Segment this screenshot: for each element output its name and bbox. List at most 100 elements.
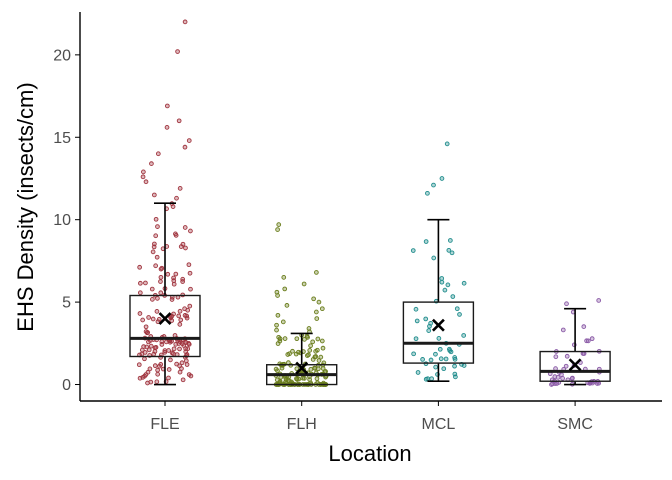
data-point (174, 195, 179, 201)
mean-marker-b (568, 358, 582, 372)
data-point (284, 303, 290, 308)
data-point (280, 319, 286, 325)
data-point (276, 222, 282, 227)
data-point (177, 363, 182, 369)
data-point (157, 363, 162, 369)
data-point (153, 263, 158, 269)
data-point (151, 192, 157, 198)
box-iqr (129, 294, 201, 358)
data-point (152, 363, 158, 369)
mean-marker-b (431, 318, 445, 332)
data-point (589, 336, 595, 342)
data-point (185, 307, 191, 313)
data-point (314, 309, 319, 315)
data-point (308, 343, 313, 349)
data-point (153, 216, 159, 222)
data-point (170, 204, 176, 209)
data-point (137, 375, 143, 381)
data-point (138, 280, 143, 286)
data-point (176, 341, 182, 346)
data-point (457, 312, 462, 317)
data-point (305, 353, 310, 358)
data-point (176, 313, 182, 319)
data-point (177, 322, 183, 327)
data-point (186, 138, 192, 143)
data-point (444, 141, 450, 147)
data-point (281, 275, 287, 280)
y-tick-label: 0 (62, 377, 71, 394)
data-point (559, 372, 564, 377)
data-point (431, 255, 437, 261)
box-group-mcl (402, 141, 475, 383)
data-point (454, 306, 460, 312)
data-point (461, 280, 467, 286)
data-point (302, 376, 307, 381)
data-point (155, 296, 160, 301)
data-point (290, 348, 295, 354)
data-point (596, 298, 602, 303)
data-point (144, 330, 150, 336)
data-point (552, 374, 558, 379)
data-point (293, 351, 299, 357)
data-point (150, 249, 156, 255)
data-point (413, 336, 419, 342)
data-point (147, 366, 153, 372)
data-point (159, 339, 165, 344)
data-point (145, 380, 150, 386)
data-point (311, 296, 316, 302)
data-point (307, 377, 312, 382)
data-point (139, 351, 145, 357)
data-point (276, 334, 281, 340)
data-point (275, 227, 280, 232)
data-point (282, 336, 288, 341)
data-point (166, 367, 172, 372)
data-point (314, 270, 319, 275)
data-point (155, 151, 161, 157)
data-point (569, 376, 575, 381)
data-point (294, 377, 300, 382)
data-point (437, 346, 443, 352)
data-point (446, 346, 452, 352)
data-point (307, 348, 313, 353)
box-iqr (402, 301, 475, 364)
data-point (177, 346, 182, 352)
data-point (274, 322, 279, 328)
data-point (553, 354, 559, 360)
data-point (177, 186, 183, 191)
data-point (171, 346, 177, 352)
data-point (564, 301, 569, 307)
data-point (163, 339, 169, 345)
data-point (152, 345, 158, 351)
data-point (274, 327, 279, 333)
data-point (183, 245, 188, 251)
data-point (439, 279, 445, 285)
y-tick-label: 10 (53, 212, 71, 229)
data-point (184, 362, 190, 367)
data-point (410, 248, 416, 253)
data-point (452, 363, 457, 369)
data-point (176, 118, 182, 124)
data-point (175, 49, 180, 54)
data-point (168, 357, 173, 363)
data-point (461, 333, 467, 338)
data-point (316, 299, 322, 305)
data-point (155, 319, 161, 325)
box-group-fle (129, 19, 201, 386)
data-point (449, 250, 455, 256)
data-point (155, 371, 161, 377)
data-point (319, 338, 325, 344)
data-point (173, 231, 178, 237)
x-tick-label: FLE (150, 416, 179, 433)
data-point (423, 239, 429, 244)
data-point (436, 336, 442, 341)
data-point (411, 351, 416, 357)
data-point (549, 382, 554, 387)
data-point (294, 336, 300, 342)
data-point (185, 346, 191, 352)
x-axis-ticks: FLE FLH MCL SMC (150, 401, 593, 433)
data-point (312, 366, 318, 371)
x-tick-label: FLH (287, 416, 317, 433)
data-point (275, 293, 280, 298)
data-point (310, 357, 316, 362)
